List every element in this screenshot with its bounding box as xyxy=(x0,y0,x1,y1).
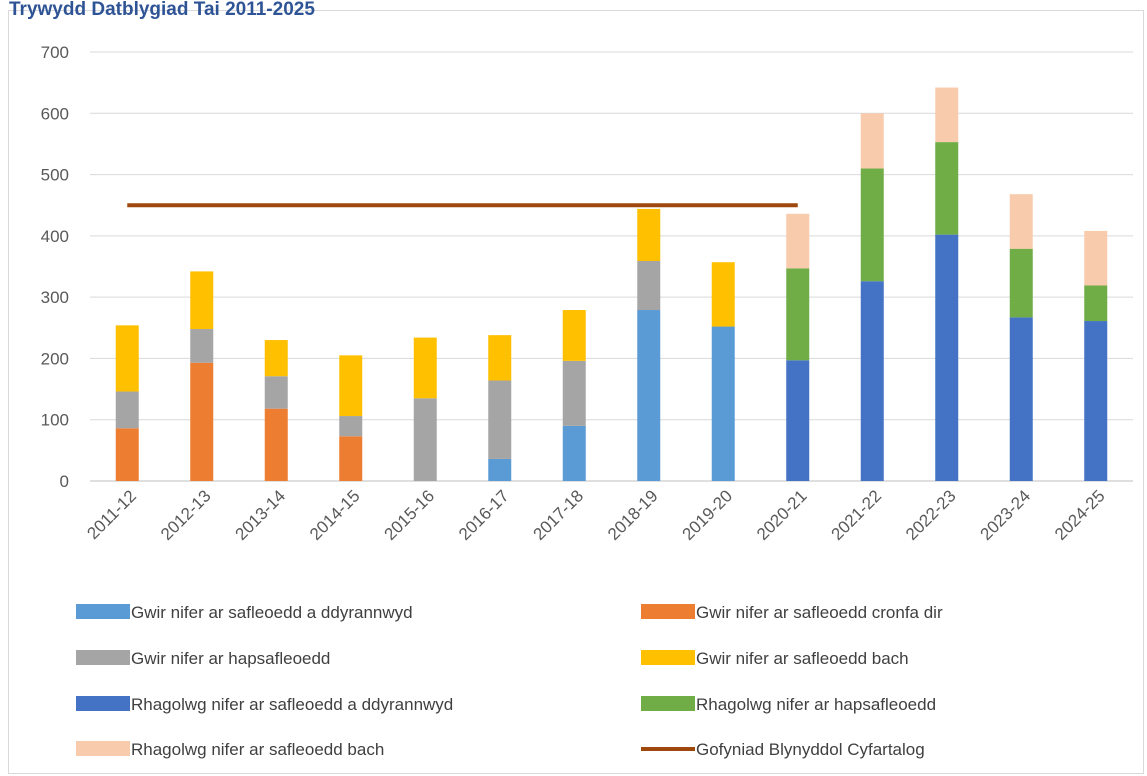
y-tick-label: 500 xyxy=(41,166,69,185)
bar-segment xyxy=(488,335,512,381)
bar-segment xyxy=(1009,194,1033,249)
bar-segment xyxy=(115,391,139,429)
x-tick-label: 2019-20 xyxy=(679,486,737,544)
bar-segment xyxy=(1084,321,1108,481)
bar-segment xyxy=(413,337,437,399)
y-tick-label: 300 xyxy=(41,288,69,307)
x-tick-label: 2015-16 xyxy=(381,486,439,544)
x-tick-label: 2013-14 xyxy=(232,486,290,544)
y-tick-label: 600 xyxy=(41,104,69,123)
bar-segment xyxy=(860,113,884,169)
y-tick-label: 0 xyxy=(60,472,69,491)
bar-segment xyxy=(860,281,884,481)
legend-swatch xyxy=(76,696,130,711)
bar-segment xyxy=(1084,230,1108,286)
x-tick-label: 2012-13 xyxy=(157,486,215,544)
legend-label: Gwir nifer ar hapsafleoedd xyxy=(131,649,330,668)
bar-segment xyxy=(562,360,586,426)
legend-label: Rhagolwg nifer ar hapsafleoedd xyxy=(696,695,936,714)
x-tick-label: 2014-15 xyxy=(306,486,364,544)
legend-label: Gwir nifer ar safleoedd a ddyrannwyd xyxy=(131,603,413,622)
bar-segment xyxy=(1009,248,1033,318)
bar-segment xyxy=(637,260,661,311)
bar-segment xyxy=(562,425,586,481)
bar-segment xyxy=(786,268,810,361)
legend-label: Rhagolwg nifer ar safleoedd bach xyxy=(131,740,384,759)
y-tick-label: 400 xyxy=(41,227,69,246)
x-tick-label: 2011-12 xyxy=(83,486,140,543)
x-tick-label: 2016-17 xyxy=(455,486,513,544)
x-tick-label: 2022-23 xyxy=(902,486,960,544)
legend-label: Rhagolwg nifer ar safleoedd a ddyrannwyd xyxy=(131,695,453,714)
bar-segment xyxy=(264,340,288,377)
bar-segment xyxy=(339,416,363,437)
bar-segment xyxy=(413,398,437,481)
bar-segment xyxy=(190,362,214,481)
x-tick-label: 2017-18 xyxy=(530,486,588,544)
legend-swatch xyxy=(76,650,130,665)
legend-swatch xyxy=(641,650,695,665)
legend-swatch xyxy=(76,741,130,756)
legend-label: Gwir nifer ar safleoedd bach xyxy=(696,649,909,668)
x-tick-label: 2024-25 xyxy=(1051,486,1109,544)
bar-segment xyxy=(339,355,363,417)
legend-label: Gwir nifer ar safleoedd cronfa dir xyxy=(696,603,943,622)
y-tick-label: 200 xyxy=(41,349,69,368)
y-tick-label: 100 xyxy=(41,411,69,430)
bar-segment xyxy=(190,271,214,330)
bar-segment xyxy=(190,329,214,363)
bar-segment xyxy=(264,408,288,481)
bar-segment xyxy=(935,234,959,481)
bar-segment xyxy=(115,428,139,481)
bar-segment xyxy=(711,326,735,481)
bar-segment xyxy=(339,436,363,481)
bar-segment xyxy=(860,168,884,282)
x-tick-label: 2023-24 xyxy=(977,486,1035,544)
bar-segment xyxy=(562,310,586,361)
bar-segment xyxy=(488,380,512,459)
bar-segment xyxy=(711,262,735,327)
bar-segment xyxy=(786,213,810,269)
bar-segment xyxy=(935,87,959,143)
bar-segment xyxy=(637,310,661,481)
chart-title: Trywydd Datblygiad Tai 2011-2025 xyxy=(9,0,315,20)
legend-swatch xyxy=(76,604,130,619)
x-tick-label: 2018-19 xyxy=(604,486,662,544)
bar-segment xyxy=(637,208,661,261)
bar-segment xyxy=(115,325,139,392)
x-tick-label: 2021-22 xyxy=(828,486,886,544)
legend-swatch xyxy=(641,604,695,619)
legend-label: Gofyniad Blynyddol Cyfartalog xyxy=(696,740,925,759)
x-tick-label: 2020-21 xyxy=(753,486,811,544)
bar-segment xyxy=(1084,285,1108,322)
legend-swatch xyxy=(641,696,695,711)
y-tick-label: 700 xyxy=(41,43,69,62)
bar-segment xyxy=(935,142,959,235)
bar-segment xyxy=(488,458,512,481)
bar-segment xyxy=(786,360,810,481)
bar-segment xyxy=(1009,317,1033,481)
bar-segment xyxy=(264,376,288,409)
